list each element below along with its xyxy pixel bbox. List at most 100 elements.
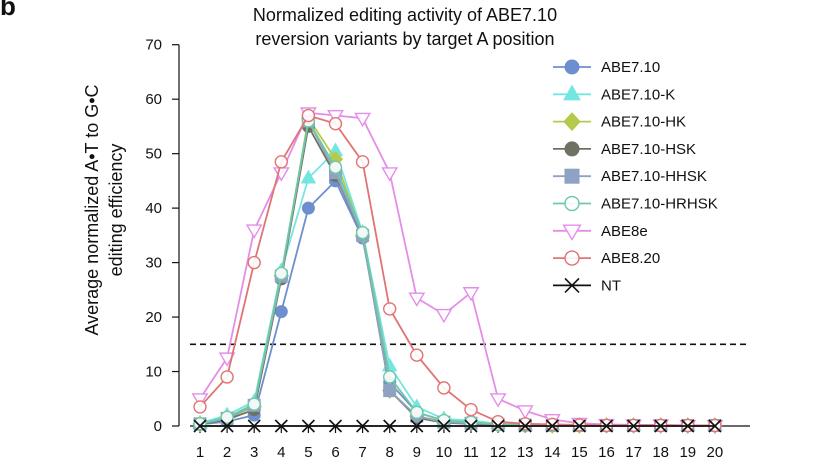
y-tick-label: 50 — [145, 146, 162, 163]
y-tick-label: 70 — [145, 37, 162, 54]
y-axis-label-line: Average normalized A•T to G•C — [82, 84, 102, 335]
legend-label: ABE7.10-HK — [601, 114, 686, 131]
legend-item: ABE7.10-HSK — [553, 141, 696, 158]
data-point — [301, 108, 316, 123]
data-point-stroke — [356, 419, 370, 433]
data-point-stroke — [627, 419, 641, 433]
data-point — [545, 417, 559, 432]
data-point — [491, 419, 505, 433]
x-tick-label: 18 — [652, 444, 669, 461]
data-point — [435, 308, 453, 324]
data-point — [708, 419, 722, 433]
data-point-stroke — [383, 419, 397, 433]
legend-item: ABE7.10-HK — [553, 112, 686, 132]
data-point — [518, 417, 532, 431]
x-tick-label: 4 — [277, 444, 285, 461]
data-point — [247, 255, 261, 270]
data-point — [247, 397, 261, 411]
data-point-stroke — [564, 277, 580, 293]
data-point-stroke — [328, 419, 343, 433]
data-point — [599, 419, 614, 433]
x-tick-label: 14 — [544, 444, 561, 461]
data-point — [563, 84, 581, 101]
chart-title-line: Normalized editing activity of ABE7.10 — [253, 5, 557, 25]
data-point — [191, 393, 209, 408]
data-point — [355, 155, 370, 169]
data-point-stroke — [518, 419, 532, 433]
x-tick-label: 1 — [196, 444, 204, 461]
data-point — [247, 419, 261, 433]
data-point-stroke — [681, 419, 695, 433]
data-point — [355, 225, 370, 240]
data-point — [220, 419, 234, 433]
series-abe7-10-hrhsk — [193, 114, 722, 433]
x-tick-label: 15 — [571, 444, 588, 461]
data-point — [356, 419, 370, 433]
data-point — [564, 250, 580, 266]
data-point-stroke — [410, 419, 424, 433]
data-point — [489, 393, 507, 408]
data-point-stroke — [437, 419, 451, 433]
data-point — [564, 168, 580, 184]
data-point — [564, 59, 580, 75]
x-tick-label: 13 — [517, 444, 534, 461]
x-tick-label: 12 — [490, 444, 507, 461]
data-point — [462, 287, 480, 302]
y-axis-label-line: editing efficiency — [106, 144, 126, 277]
data-point — [518, 419, 532, 433]
data-point — [627, 419, 641, 433]
data-point — [274, 419, 288, 433]
data-point — [327, 110, 344, 125]
y-tick-label: 0 — [154, 418, 162, 435]
legend-label: ABE7.10 — [601, 59, 660, 76]
x-tick-label: 19 — [679, 444, 696, 461]
series-nt — [193, 419, 722, 433]
x-tick-label: 2 — [223, 444, 231, 461]
data-point-stroke — [491, 419, 505, 433]
data-point — [437, 413, 451, 428]
data-point — [328, 160, 343, 174]
x-tick-label: 11 — [463, 444, 479, 461]
legend-item: NT — [553, 277, 621, 294]
data-point-stroke — [247, 419, 261, 433]
series-abe7-10-hhsk — [193, 114, 722, 432]
data-point-stroke — [301, 419, 315, 433]
data-point — [245, 224, 263, 239]
series-line — [199, 149, 715, 427]
y-tick-label: 20 — [145, 309, 162, 326]
data-point-stroke — [599, 419, 614, 433]
chart-title-line: reversion variants by target A position — [255, 29, 554, 49]
data-point — [274, 266, 288, 281]
data-point — [301, 201, 315, 215]
data-point — [193, 400, 207, 414]
x-tick-label: 17 — [625, 444, 642, 461]
legend-label: ABE7.10-K — [601, 86, 675, 103]
data-point-stroke — [193, 419, 207, 433]
y-tick-label: 30 — [145, 255, 162, 272]
data-point — [564, 195, 580, 212]
data-point — [220, 410, 234, 424]
data-point — [516, 405, 534, 420]
x-tick-label: 16 — [598, 444, 615, 461]
data-point — [437, 381, 451, 395]
data-point — [300, 169, 317, 184]
y-tick-label: 10 — [145, 364, 162, 381]
data-point — [301, 419, 315, 433]
legend-label: ABE7.10-HSK — [601, 141, 696, 158]
data-point — [572, 419, 586, 433]
data-point — [410, 405, 424, 420]
legend-label: ABE8.20 — [601, 250, 660, 267]
x-tick-label: 8 — [386, 444, 394, 461]
series-abe7-10-hsk — [193, 119, 722, 432]
data-point — [193, 419, 207, 433]
x-tick-label: 5 — [304, 444, 312, 461]
data-point — [383, 370, 397, 384]
data-point — [464, 419, 478, 433]
data-point-stroke — [708, 419, 722, 433]
data-point — [193, 417, 207, 431]
series-abe7-10-k — [192, 142, 723, 431]
data-point — [545, 419, 559, 433]
data-point — [464, 402, 478, 417]
data-point — [383, 302, 397, 316]
